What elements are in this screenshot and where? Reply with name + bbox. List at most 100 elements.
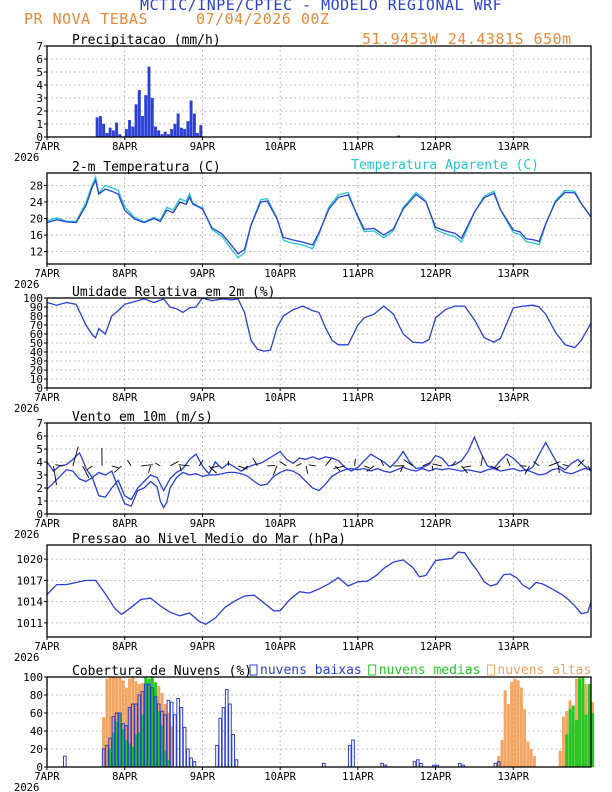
y-tick-label: 7: [36, 40, 43, 53]
bar: [581, 676, 585, 768]
x-tick-label: 12APR: [420, 392, 452, 404]
bar: [415, 759, 420, 768]
x-tick-label: 12APR: [420, 641, 452, 653]
bar: [218, 717, 223, 768]
y-tick-label: 16: [30, 229, 43, 242]
panel-frame: [46, 544, 592, 638]
wind-arrow: [178, 464, 190, 467]
wind-arrow: [354, 458, 356, 466]
wind-arrow: [480, 456, 484, 466]
y-tick-label: 24: [30, 196, 44, 209]
bar: [587, 684, 591, 768]
x-tick-label: 12APR: [420, 268, 452, 280]
x-tick-label: 11APR: [342, 268, 374, 280]
y-tick-label: 100: [23, 671, 43, 684]
x-tick-label: 13APR: [497, 268, 529, 280]
bar: [192, 113, 196, 138]
legend-swatch: [486, 664, 495, 676]
wind-arrow: [380, 460, 385, 467]
bar: [134, 104, 138, 138]
y-tick-label: 0: [36, 508, 43, 521]
panel-title: Pressao ao Nivel Medio do Mar (hPa): [72, 532, 346, 547]
wind-arrow: [558, 465, 560, 474]
y-tick-label: 20: [30, 213, 43, 226]
y-tick-label: 3: [36, 469, 43, 482]
bar: [179, 707, 184, 768]
series-line: [46, 551, 592, 626]
x-year-label: 2026: [14, 529, 39, 541]
y-tick-label: 3: [36, 92, 43, 105]
bar: [513, 678, 517, 768]
x-tick-label: 9APR: [190, 141, 216, 153]
x-year-label: 2026: [14, 279, 39, 291]
run-date-label: 07/04/2026 00Z: [196, 10, 330, 28]
location-label: PR NOVA TEBAS: [24, 10, 148, 28]
wind-arrow: [308, 464, 316, 467]
y-tick-label: 100: [23, 292, 43, 305]
bar: [98, 116, 102, 138]
wind-arrow: [242, 465, 249, 471]
x-tick-label: 12APR: [420, 518, 452, 530]
wind-arrow: [237, 465, 248, 470]
x-tick-label: 8APR: [112, 641, 138, 653]
bar: [565, 734, 569, 768]
x-tick-label: 7APR: [34, 771, 60, 783]
bar: [176, 698, 180, 768]
wind-arrow: [431, 465, 434, 471]
wind-arrow: [325, 458, 332, 467]
bar: [150, 97, 154, 138]
wind-arrow: [208, 465, 217, 474]
bar: [128, 119, 132, 138]
bar: [523, 709, 527, 768]
bar: [584, 714, 588, 768]
y-tick-label: 0: [36, 382, 43, 395]
bar: [199, 125, 203, 138]
bar: [111, 130, 115, 138]
y-tick-label: 28: [30, 179, 43, 192]
bar: [591, 712, 595, 768]
x-tick-label: 8APR: [112, 141, 138, 153]
y-tick-label: 20: [30, 364, 43, 377]
y-tick-label: 1017: [17, 574, 44, 587]
x-tick-label: 13APR: [497, 771, 529, 783]
y-tick-label: 10: [30, 373, 43, 386]
wind-arrow: [127, 460, 132, 467]
series-line: [46, 178, 592, 255]
bar: [510, 682, 514, 768]
x-tick-label: 10APR: [264, 392, 296, 404]
x-tick-label: 10APR: [264, 141, 296, 153]
bar: [526, 741, 530, 768]
bar: [179, 127, 183, 138]
y-tick-label: 1: [36, 118, 43, 131]
bar: [131, 126, 135, 138]
y-tick-label: 60: [30, 328, 43, 341]
bar: [500, 739, 504, 768]
y-tick-label: 20: [30, 743, 43, 756]
y-tick-label: 12: [30, 246, 43, 259]
y-tick-label: 5: [36, 443, 43, 456]
coordinates-label: 51.9453W 24.4381S 650m: [362, 30, 572, 48]
y-tick-label: 40: [30, 346, 43, 359]
bar: [562, 716, 565, 768]
y-tick-label: 6: [36, 53, 43, 66]
x-tick-label: 9APR: [190, 518, 216, 530]
bar: [173, 123, 177, 138]
x-tick-label: 8APR: [112, 518, 138, 530]
wind-arrow: [422, 462, 431, 467]
series-line: [46, 297, 592, 352]
wind-arrow: [451, 461, 457, 467]
bar: [95, 117, 99, 138]
y-tick-label: 1014: [17, 596, 44, 609]
x-tick-label: 8APR: [112, 268, 138, 280]
x-tick-label: 9APR: [190, 771, 216, 783]
wind-arrow: [252, 457, 258, 467]
wind-arrow: [279, 461, 287, 467]
y-tick-label: 80: [30, 310, 43, 323]
y-tick-label: 4: [36, 79, 43, 92]
bar: [574, 720, 578, 768]
wind-arrow: [366, 465, 375, 472]
wind-arrow: [463, 465, 472, 468]
bar: [170, 129, 174, 138]
x-tick-label: 8APR: [112, 771, 138, 783]
